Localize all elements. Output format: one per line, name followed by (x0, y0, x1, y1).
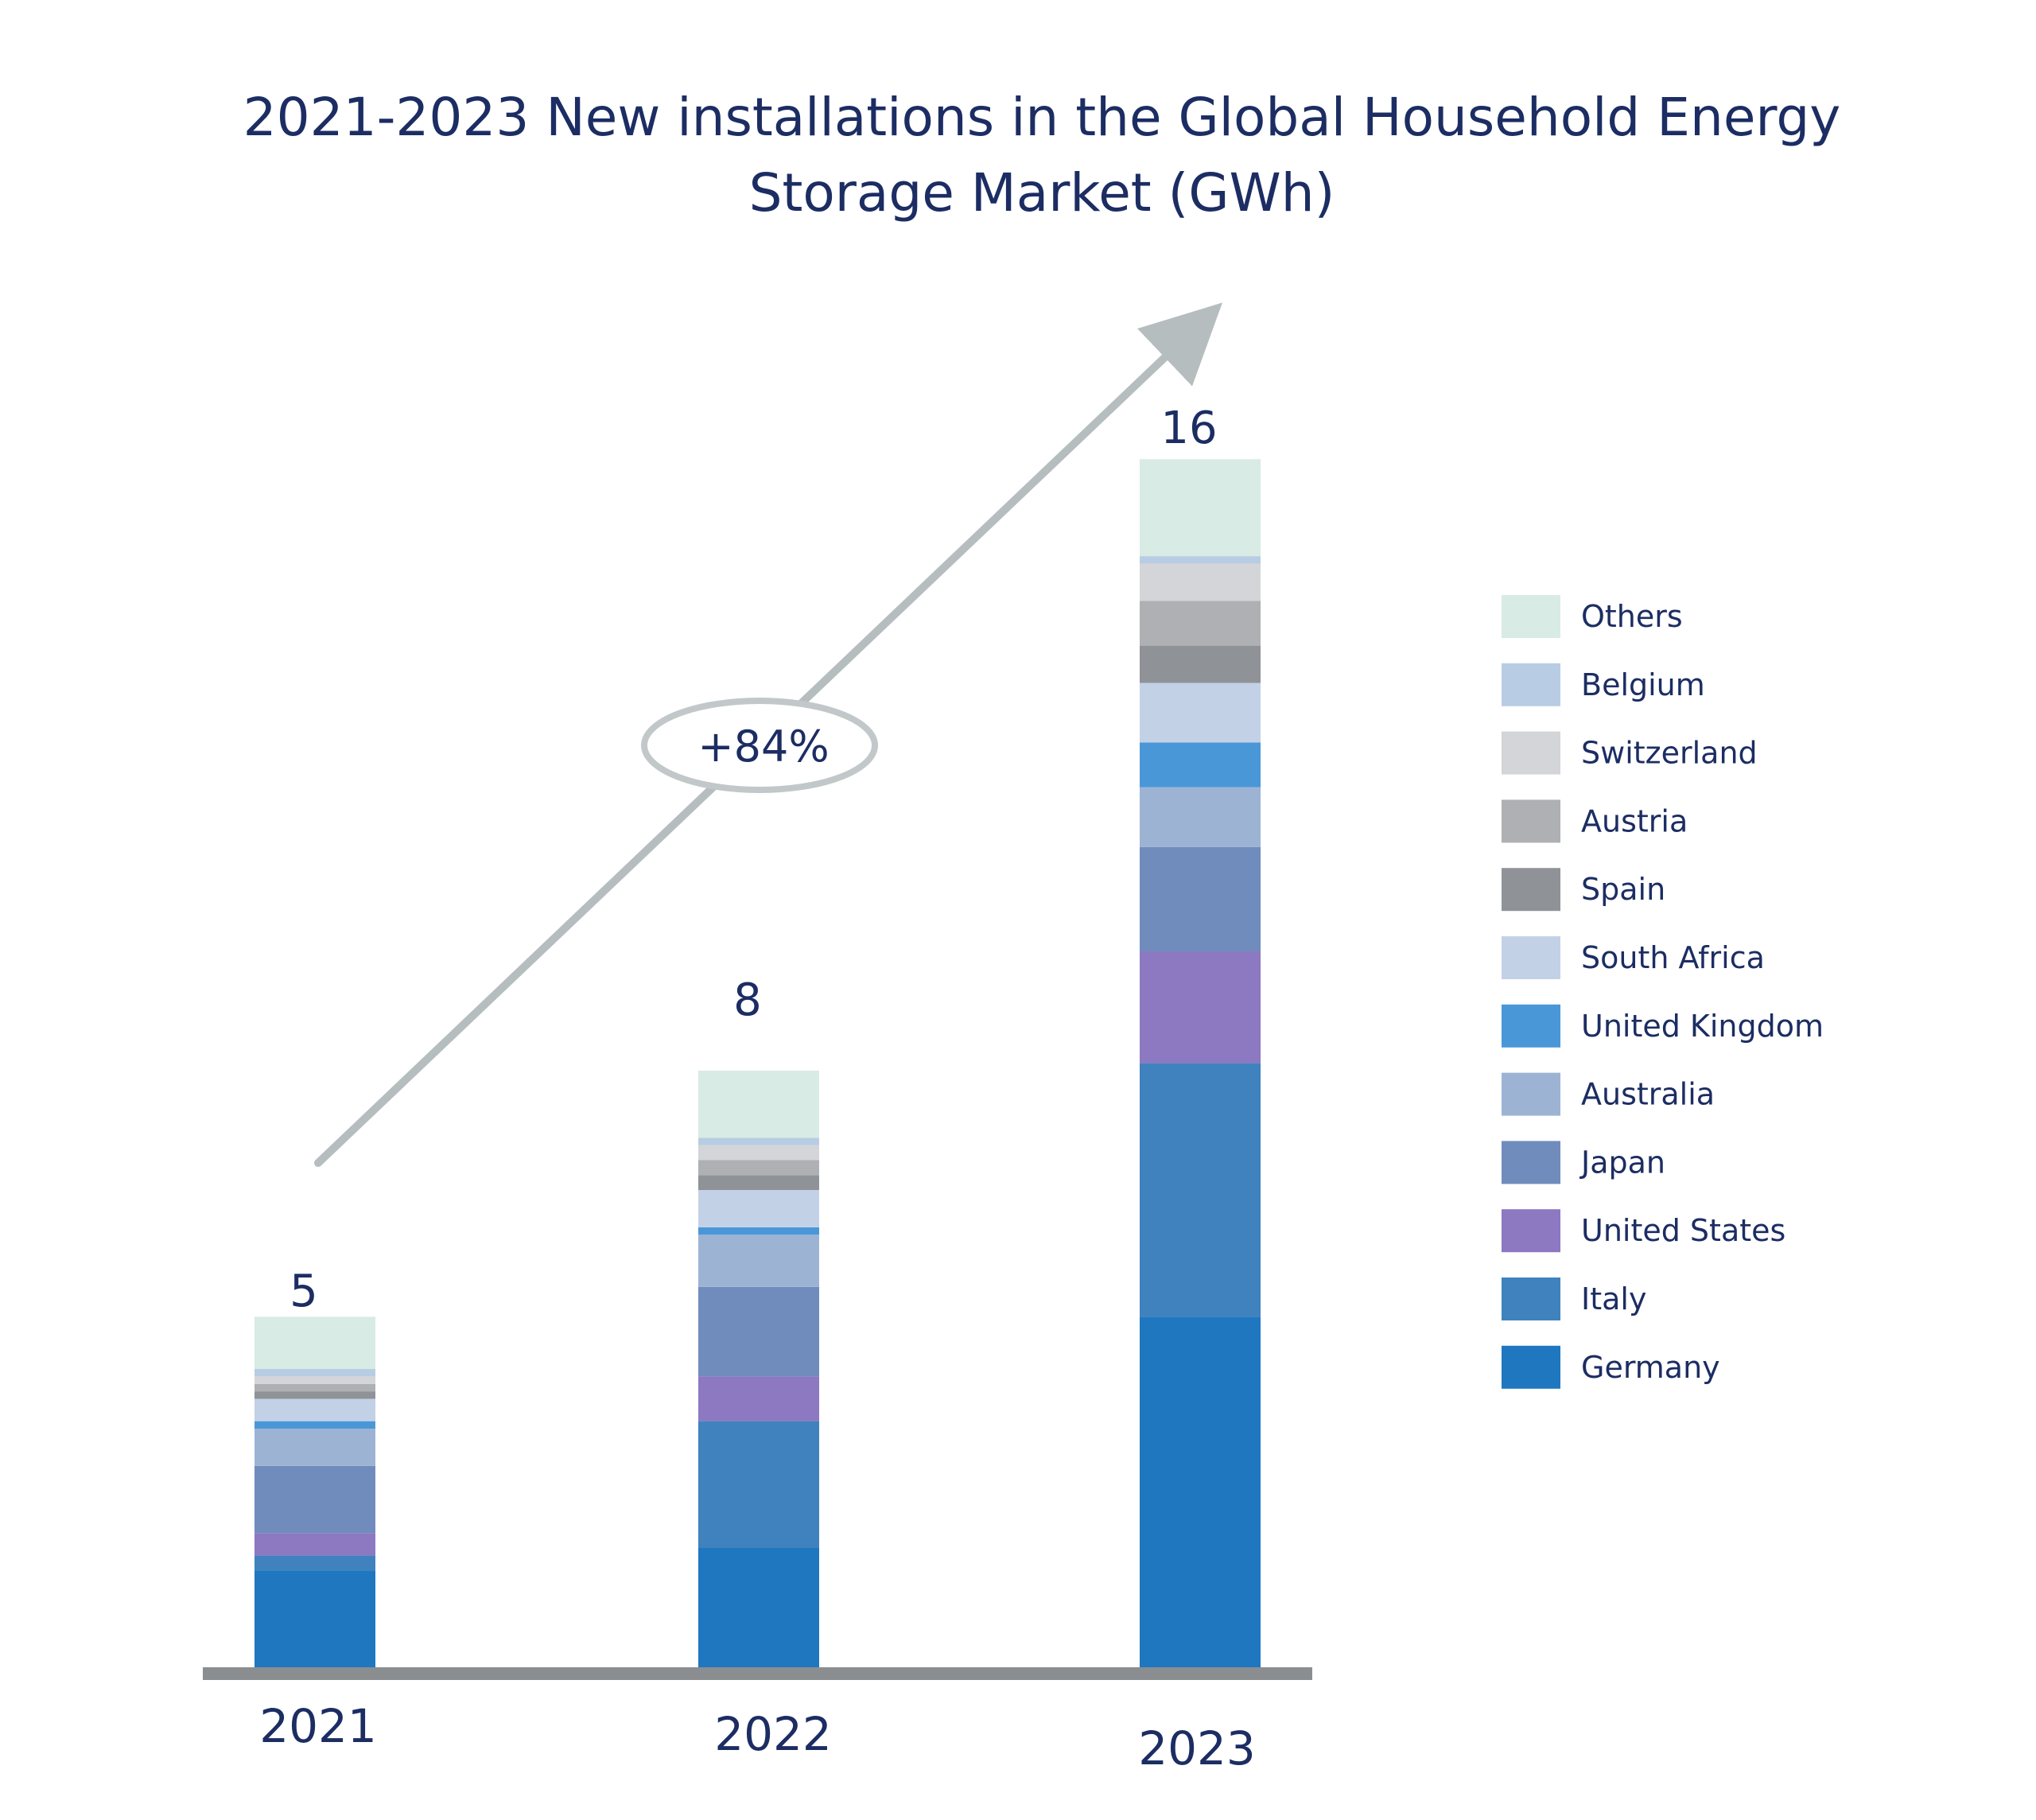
bar-segment-spain-2021 (254, 1391, 375, 1399)
legend-swatch-austria (1502, 799, 1560, 843)
bar-segment-others-2022 (698, 1071, 819, 1138)
legend-item-australia: Australia (1502, 1072, 1715, 1116)
legend-swatch-japan (1502, 1141, 1560, 1184)
bar-segment-germany-2022 (698, 1548, 819, 1667)
bar-segment-belgium-2021 (254, 1369, 375, 1377)
bar-stack-2022 (698, 1071, 819, 1667)
legend-label-belgium: Belgium (1581, 667, 1705, 702)
bar-segment-united-states-2021 (254, 1533, 375, 1556)
bar-segment-australia-2023 (1140, 787, 1261, 847)
bar-segment-spain-2022 (698, 1175, 819, 1190)
legend-swatch-italy (1502, 1278, 1560, 1320)
legend-item-switzerland: Switzerland (1502, 731, 1758, 775)
bar-total-label-2022: 8 (733, 974, 762, 1026)
bar-segment-united-kingdom-2021 (254, 1421, 375, 1429)
chart-title-line-2: Storage Market (GWh) (749, 162, 1335, 224)
legend-swatch-spain (1502, 868, 1560, 912)
chart-title-line-1: 2021-2023 New installations in the Globa… (243, 87, 1841, 148)
legend-swatch-belgium (1502, 663, 1560, 706)
x-axis-baseline (203, 1667, 1312, 1680)
legend-label-germany: Germany (1581, 1350, 1720, 1385)
bar-segment-switzerland-2022 (698, 1145, 819, 1161)
legend-item-japan: Japan (1502, 1141, 1665, 1184)
bar-total-label-2023: 16 (1160, 402, 1217, 454)
bar-segment-united-states-2023 (1140, 951, 1261, 1064)
bar-segment-united-states-2022 (698, 1376, 819, 1421)
legend-label-south-africa: South Africa (1581, 940, 1765, 975)
x-tick-label-2022: 2022 (714, 1707, 832, 1761)
bar-segment-italy-2021 (254, 1555, 375, 1571)
bar-segment-australia-2022 (698, 1235, 819, 1287)
legend-swatch-others (1502, 595, 1560, 638)
bar-segment-others-2021 (254, 1316, 375, 1369)
bar-total-label-2021: 5 (289, 1266, 318, 1317)
bar-segment-japan-2023 (1140, 846, 1261, 951)
growth-ellipse (641, 698, 878, 793)
x-tick-label-2021: 2021 (259, 1699, 377, 1753)
legend-swatch-switzerland (1502, 731, 1560, 775)
bar-segment-united-kingdom-2022 (698, 1227, 819, 1235)
bar-segment-belgium-2022 (698, 1138, 819, 1145)
bar-stacks (254, 459, 1261, 1667)
legend-item-others: Others (1502, 595, 1683, 638)
bar-segment-south-africa-2023 (1140, 682, 1261, 743)
x-tick-label-2023: 2023 (1138, 1721, 1256, 1775)
bar-stack-2021 (254, 1316, 375, 1667)
growth-label: +84% (697, 721, 829, 772)
bar-segment-switzerland-2021 (254, 1376, 375, 1384)
legend: Others Belgium Switzerland Austria Spain Sout… (1502, 595, 1824, 1389)
bar-stack-2023 (1140, 459, 1261, 1667)
legend-swatch-germany (1502, 1345, 1560, 1389)
bar-segment-belgium-2023 (1140, 556, 1261, 564)
bar-segment-south-africa-2022 (698, 1190, 819, 1227)
legend-label-united-kingdom: United Kingdom (1581, 1009, 1824, 1044)
bar-segment-japan-2022 (698, 1286, 819, 1377)
legend-item-united-states: United States (1502, 1209, 1785, 1253)
bar-segment-austria-2022 (698, 1160, 819, 1176)
growth-trend: +84% (314, 302, 1222, 1167)
bar-segment-south-africa-2021 (254, 1398, 375, 1421)
legend-label-spain: Spain (1581, 872, 1665, 907)
legend-item-germany: Germany (1502, 1345, 1720, 1389)
bar-segment-germany-2021 (254, 1570, 375, 1667)
legend-swatch-united-kingdom (1502, 1004, 1560, 1048)
bar-segment-japan-2021 (254, 1465, 375, 1534)
bar-segment-italy-2023 (1140, 1063, 1261, 1317)
legend-item-belgium: Belgium (1502, 663, 1705, 706)
legend-label-australia: Australia (1581, 1077, 1715, 1112)
legend-swatch-united-states (1502, 1209, 1560, 1253)
legend-item-united-kingdom: United Kingdom (1502, 1004, 1824, 1048)
x-axis-ticks: 2021 2022 2023 (259, 1699, 1256, 1775)
legend-swatch-south-africa (1502, 936, 1560, 979)
legend-label-austria: Austria (1581, 803, 1688, 838)
legend-swatch-australia (1502, 1072, 1560, 1116)
bar-segment-others-2023 (1140, 459, 1261, 557)
legend-label-italy: Italy (1581, 1281, 1646, 1316)
legend-label-switzerland: Switzerland (1581, 736, 1758, 771)
bar-segment-spain-2023 (1140, 645, 1261, 683)
legend-label-united-states: United States (1581, 1213, 1785, 1248)
bar-segment-switzerland-2023 (1140, 563, 1261, 601)
legend-item-austria: Austria (1502, 799, 1688, 843)
legend-item-spain: Spain (1502, 868, 1665, 912)
bar-segment-italy-2022 (698, 1421, 819, 1548)
legend-label-japan: Japan (1579, 1145, 1665, 1180)
legend-item-south-africa: South Africa (1502, 936, 1765, 979)
bar-totals: 5 8 16 (289, 402, 1217, 1317)
bar-segment-austria-2023 (1140, 601, 1261, 646)
bar-segment-united-kingdom-2023 (1140, 742, 1261, 788)
bar-segment-australia-2021 (254, 1429, 375, 1466)
bar-segment-germany-2023 (1140, 1316, 1261, 1667)
legend-label-others: Others (1581, 599, 1683, 634)
legend-item-italy: Italy (1502, 1278, 1646, 1320)
bar-segment-austria-2021 (254, 1383, 375, 1392)
